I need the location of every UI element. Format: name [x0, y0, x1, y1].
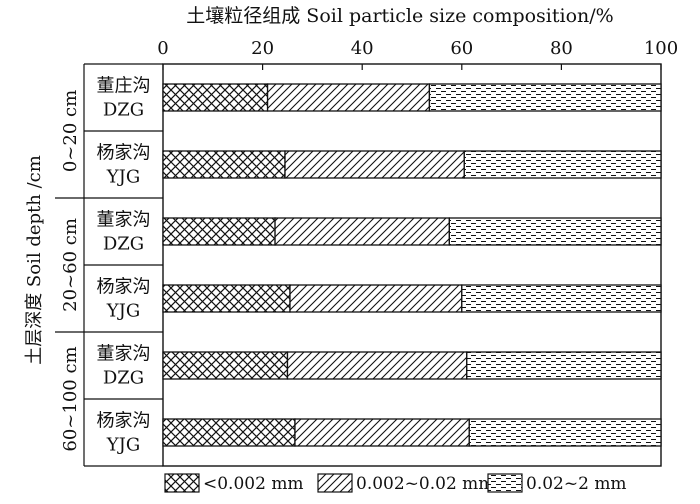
bar-layer — [162, 83, 662, 447]
bar-segment — [162, 217, 276, 246]
x-tick-label: 80 — [550, 38, 573, 59]
bar-segment — [162, 418, 296, 447]
bar-segment — [466, 351, 662, 380]
bar-segment — [461, 284, 662, 313]
x-tick-label: 40 — [351, 38, 374, 59]
depth-group-label: 20~60 cm — [60, 218, 81, 312]
legend-label: 0.02~2 mm — [526, 474, 627, 494]
x-tick-label: 100 — [644, 38, 678, 59]
bar-segment — [162, 351, 289, 380]
x-tick-label: 60 — [450, 38, 473, 59]
x-tick-label: 0 — [157, 38, 168, 59]
site-label-en: DZG — [103, 234, 144, 255]
axis-layer: 0 20 40 60 80 100 — [157, 38, 678, 467]
legend-label: 0.002~0.02 mm — [356, 474, 494, 494]
bar-segment — [284, 150, 465, 179]
bar-segment — [448, 217, 662, 246]
site-label-cn: 董庄沟 — [97, 76, 151, 97]
bar-segment — [162, 150, 286, 179]
x-axis-title: 土壤粒径组成 Soil particle size composition/% — [186, 5, 613, 27]
bar-segment — [468, 418, 662, 447]
site-label-cn: 杨家沟 — [97, 143, 151, 164]
legend-swatch — [164, 473, 200, 493]
bar-segment — [294, 418, 470, 447]
y-axis-title: 土层深度 Soil depth /cm — [24, 155, 45, 365]
site-label-cn: 董家沟 — [97, 210, 151, 231]
legend-swatch — [317, 473, 353, 493]
depth-group-label: 0~20 cm — [60, 90, 81, 172]
site-label-cn: 杨家沟 — [97, 277, 151, 298]
site-label-en: DZG — [103, 100, 144, 121]
x-tick-label: 20 — [251, 38, 274, 59]
legend-swatch — [487, 473, 523, 493]
site-label-en: YJG — [106, 301, 140, 322]
bar-segment — [428, 83, 662, 112]
site-label-en: YJG — [106, 435, 140, 456]
bar-segment — [266, 83, 431, 112]
bar-segment — [289, 284, 463, 313]
depth-group-label: 60~100 cm — [60, 346, 81, 451]
site-label-cn: 杨家沟 — [97, 411, 151, 432]
plot-frame — [162, 63, 662, 467]
site-label-en: DZG — [103, 368, 144, 389]
legend-label: <0.002 mm — [203, 474, 304, 494]
category-label-layer: 董庄沟 DZG 杨家沟 YJG 董家沟 DZG 杨家沟 YJG 董家沟 DZG 杨家沟 YJG 0~20… — [55, 63, 163, 467]
legend: <0.002 mm 0.002~0.02 mm 0.02~2 mm — [164, 473, 627, 494]
bar-segment — [162, 284, 291, 313]
site-label-en: YJG — [106, 167, 140, 188]
bar-segment — [286, 351, 468, 380]
bar-segment — [162, 83, 269, 112]
bar-segment — [274, 217, 450, 246]
bar-segment — [463, 150, 662, 179]
site-label-cn: 董家沟 — [97, 344, 151, 365]
